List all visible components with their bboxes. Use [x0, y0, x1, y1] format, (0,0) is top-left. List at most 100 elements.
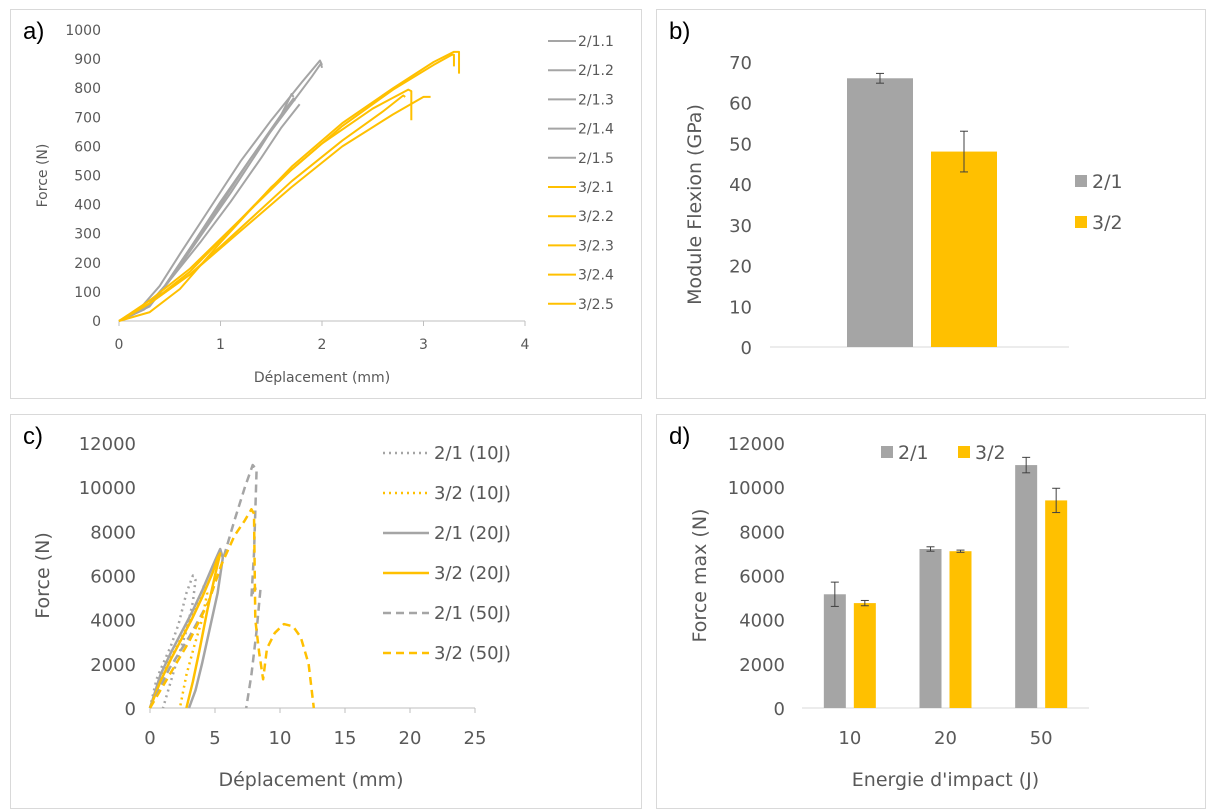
legend-label: 2/1 (10J)	[434, 443, 511, 464]
legend-swatch	[1075, 175, 1087, 187]
bar	[931, 151, 997, 347]
y-tick-label: 30	[729, 216, 752, 237]
y-tick-label: 500	[74, 169, 101, 185]
y-tick-label: 10000	[79, 478, 136, 499]
y-tick-label: 70	[729, 53, 752, 74]
y-tick-label: 12000	[79, 434, 136, 455]
legend-label: 2/1 (50J)	[434, 603, 511, 624]
chart-c-svg: 0 2000 4000 6000 8000 10000 12000 0 5 10 15 20 25 Dép…	[32, 434, 511, 791]
x-tick-label: 10	[269, 728, 292, 749]
x-tick-label: 25	[464, 728, 487, 749]
x-tick-label: 2	[318, 337, 327, 353]
y-tick-label: 40	[729, 175, 752, 196]
chart-d-svg: 0 2000 4000 6000 8000 10000 12000 Force max (N)…	[689, 434, 1089, 791]
legend-label: 3/2.4	[578, 268, 614, 284]
y-tick-label: 4000	[90, 611, 136, 632]
chart-b-panel-label: b)	[669, 18, 691, 45]
series-line	[148, 574, 197, 709]
y-tick-label: 6000	[739, 567, 785, 588]
legend-label: 3/2.3	[578, 238, 614, 254]
y-tick-label: 6000	[90, 567, 136, 588]
series-line	[118, 94, 406, 322]
legend-label: 2/1	[898, 442, 929, 464]
chart-a-panel-label: a)	[23, 18, 45, 45]
chart-c-panel: 0 2000 4000 6000 8000 10000 12000 0 5 10 15 20 25 Dép…	[10, 414, 642, 809]
y-tick-label: 200	[74, 256, 101, 272]
y-tick-label: 10000	[728, 478, 785, 499]
y-tick-label: 8000	[739, 522, 785, 543]
legend-swatch	[881, 446, 893, 458]
x-tick-label: 20	[934, 728, 957, 749]
x-tick-label: 1	[216, 337, 225, 353]
series-line	[148, 508, 316, 709]
series-line	[118, 88, 413, 322]
x-tick-label: 15	[334, 728, 357, 749]
y-tick-label: 900	[74, 52, 101, 68]
chart-c-panel-label: c)	[23, 423, 43, 450]
legend-label: 2/1.2	[578, 63, 614, 79]
legend-label: 3/2.1	[578, 180, 614, 196]
x-tick-label: 50	[1030, 728, 1053, 749]
y-axis-title: Force (N)	[32, 532, 54, 618]
series-line	[118, 53, 455, 322]
y-axis-title: Module Flexion (GPa)	[684, 104, 706, 305]
legend-swatch	[958, 446, 970, 458]
y-tick-label: 100	[74, 285, 101, 301]
y-tick-label: 8000	[90, 522, 136, 543]
x-tick-label: 0	[115, 337, 124, 353]
y-tick-label: 300	[74, 227, 101, 243]
x-tick-label: 5	[209, 728, 220, 749]
y-tick-label: 12000	[728, 434, 785, 455]
y-tick-label: 0	[125, 699, 136, 720]
legend-label: 2/1.1	[578, 34, 614, 50]
x-axis-title: Déplacement (mm)	[218, 769, 403, 791]
legend-label: 3/2 (50J)	[434, 643, 511, 664]
legend-label: 2/1.3	[578, 92, 614, 108]
y-tick-label: 10	[729, 297, 752, 318]
bar	[919, 549, 942, 708]
x-tick-label: 0	[144, 728, 155, 749]
legend-swatch	[1075, 216, 1087, 228]
legend-label: 3/2.5	[578, 297, 614, 313]
bar	[1015, 465, 1038, 708]
chart-d-panel-label: d)	[669, 423, 691, 450]
y-tick-label: 0	[741, 338, 752, 359]
bar	[847, 78, 913, 348]
x-tick-label: 4	[521, 337, 530, 353]
y-tick-label: 2000	[90, 655, 136, 676]
legend-label: 3/2	[975, 442, 1006, 464]
bar	[853, 603, 876, 708]
series-line	[118, 95, 431, 322]
y-tick-label: 0	[774, 699, 785, 720]
chart-a-svg: 0 100 200 300 400 500 600 700 800 900 1000 0 1 2 3 4 Dép…	[35, 23, 614, 386]
x-tick-label: 3	[419, 337, 428, 353]
x-tick-label: 20	[399, 728, 422, 749]
legend-label: 3/2 (20J)	[434, 563, 511, 584]
series-line	[118, 50, 461, 322]
legend-label: 2/1 (20J)	[434, 523, 511, 544]
y-tick-label: 600	[74, 139, 101, 155]
legend-label: 3/2.2	[578, 209, 614, 225]
y-tick-label: 1000	[65, 23, 101, 39]
y-tick-label: 2000	[739, 655, 785, 676]
series-line	[148, 463, 262, 709]
x-axis-title: Déplacement (mm)	[254, 370, 390, 386]
bar	[949, 551, 972, 708]
y-tick-label: 60	[729, 94, 752, 115]
y-tick-label: 50	[729, 134, 752, 155]
y-tick-label: 400	[74, 198, 101, 214]
y-axis-title: Force max (N)	[689, 509, 711, 643]
legend-label: 2/1.5	[578, 151, 614, 167]
legend-label: 3/2 (10J)	[434, 483, 511, 504]
legend-label: 2/1	[1092, 171, 1123, 193]
y-axis-title: Force (N)	[35, 144, 51, 208]
chart-b-panel: 0 10 20 30 40 50 60 70 Module Flexion (GPa) 2/1 3/…	[656, 9, 1206, 399]
series-line	[118, 59, 323, 322]
chart-d-panel: 0 2000 4000 6000 8000 10000 12000 Force max (N)…	[656, 414, 1206, 809]
legend-label: 2/1.4	[578, 122, 614, 138]
y-tick-label: 20	[729, 257, 752, 278]
y-tick-label: 0	[92, 314, 101, 330]
x-tick-label: 10	[838, 728, 861, 749]
bar	[823, 594, 846, 708]
legend-label: 3/2	[1092, 212, 1123, 234]
